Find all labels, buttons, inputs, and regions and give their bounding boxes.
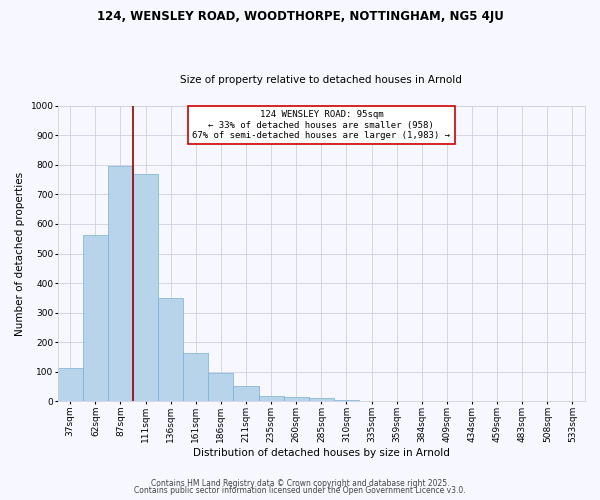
Text: 124, WENSLEY ROAD, WOODTHORPE, NOTTINGHAM, NG5 4JU: 124, WENSLEY ROAD, WOODTHORPE, NOTTINGHA…	[97, 10, 503, 23]
Bar	[284, 397, 309, 402]
Text: 124 WENSLEY ROAD: 95sqm
← 33% of detached houses are smaller (958)
67% of semi-d: 124 WENSLEY ROAD: 95sqm ← 33% of detache…	[193, 110, 451, 140]
Bar	[83, 235, 108, 402]
Bar	[183, 352, 208, 402]
X-axis label: Distribution of detached houses by size in Arnold: Distribution of detached houses by size …	[193, 448, 450, 458]
Bar	[309, 398, 334, 402]
Title: Size of property relative to detached houses in Arnold: Size of property relative to detached ho…	[181, 76, 462, 86]
Bar	[233, 386, 259, 402]
Text: Contains public sector information licensed under the Open Government Licence v3: Contains public sector information licen…	[134, 486, 466, 495]
Bar	[334, 400, 359, 402]
Text: Contains HM Land Registry data © Crown copyright and database right 2025.: Contains HM Land Registry data © Crown c…	[151, 478, 449, 488]
Bar	[158, 298, 183, 402]
Bar	[108, 166, 133, 402]
Bar	[259, 396, 284, 402]
Bar	[58, 368, 83, 402]
Y-axis label: Number of detached properties: Number of detached properties	[15, 172, 25, 336]
Bar	[208, 372, 233, 402]
Bar	[133, 174, 158, 402]
